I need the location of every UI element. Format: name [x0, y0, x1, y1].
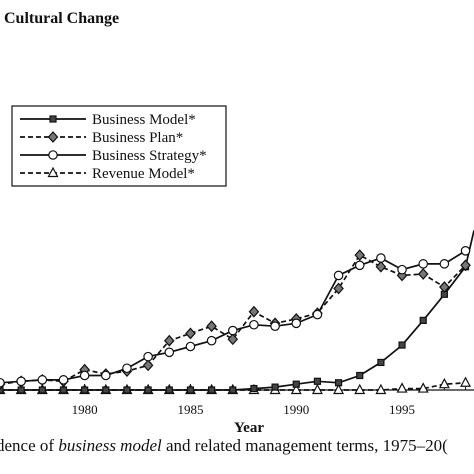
- legend-label: Business Strategy*: [92, 148, 207, 164]
- data-point-triangle: [290, 383, 302, 395]
- data-point-square: [17, 386, 25, 394]
- data-point-circle: [58, 375, 69, 385]
- data-point-circle: [143, 351, 153, 362]
- data-point-square: [81, 386, 89, 394]
- page-title: Cultural Change: [4, 10, 120, 27]
- data-point-square: [377, 358, 385, 367]
- data-point-circle: [227, 325, 238, 336]
- data-point-circle: [37, 375, 48, 385]
- data-point-triangle: [311, 383, 323, 395]
- data-point-square: [102, 386, 110, 394]
- data-point-diamond: [227, 333, 239, 346]
- data-point-diamond: [417, 268, 429, 280]
- data-point-diamond: [333, 282, 344, 295]
- data-point-square: [208, 386, 216, 394]
- series-business-strategy: [0, 246, 471, 388]
- figure-caption: dence of business model and related mana…: [0, 436, 448, 456]
- data-point-circle: [249, 319, 259, 330]
- legend-swatch-triangle: [47, 166, 59, 178]
- data-point-circle: [270, 321, 280, 331]
- series-line: [0, 250, 466, 384]
- data-point-diamond: [185, 327, 196, 340]
- caption-suffix: and related management terms, 1975–20(: [161, 436, 448, 455]
- data-point-triangle: [460, 376, 472, 387]
- x-tick-label: 1980: [72, 402, 98, 417]
- legend-label: Business Model*: [92, 112, 196, 128]
- legend-swatch-circle: [48, 150, 58, 160]
- data-point-diamond: [460, 259, 471, 272]
- legend-swatch-diamond: [47, 131, 59, 143]
- data-point-circle: [185, 341, 196, 352]
- data-point-diamond: [142, 359, 154, 372]
- data-point-circle: [418, 259, 429, 269]
- data-point-square: [229, 386, 237, 394]
- data-point-square: [334, 379, 343, 387]
- data-point-circle: [0, 377, 5, 388]
- series-business-model: [0, 230, 474, 394]
- legend-label: Business Plan*: [92, 130, 183, 146]
- data-point-circle: [101, 370, 111, 381]
- data-point-square: [186, 386, 195, 394]
- data-point-triangle: [438, 377, 450, 389]
- data-point-diamond: [439, 281, 450, 293]
- data-point-square: [356, 371, 364, 380]
- data-point-circle: [291, 318, 302, 329]
- data-point-circle: [312, 309, 323, 320]
- data-point-circle: [16, 376, 26, 387]
- data-point-circle: [122, 363, 132, 374]
- data-point-square: [419, 316, 427, 324]
- data-point-circle: [354, 260, 365, 271]
- data-point-square: [165, 386, 173, 394]
- data-point-diamond: [206, 320, 217, 333]
- data-point-triangle: [417, 382, 429, 393]
- data-point-square: [292, 380, 300, 388]
- data-point-diamond: [375, 260, 387, 273]
- data-point-circle: [333, 270, 344, 281]
- data-point-circle: [439, 259, 450, 269]
- data-point-circle: [79, 370, 90, 381]
- data-point-circle: [164, 347, 175, 358]
- data-point-square: [271, 383, 279, 391]
- data-point-square: [59, 386, 68, 394]
- data-point-square: [398, 341, 406, 349]
- data-point-circle: [397, 264, 407, 275]
- legend-label: Revenue Model*: [92, 166, 195, 182]
- x-tick-label: 1985: [177, 402, 203, 417]
- data-point-square: [0, 386, 4, 394]
- data-point-circle: [460, 246, 471, 256]
- x-axis-title: Year: [234, 420, 264, 436]
- series-line: [0, 253, 467, 386]
- series-layer: [0, 230, 474, 395]
- data-point-diamond: [163, 334, 175, 347]
- caption-emphasis: business model: [58, 436, 162, 455]
- x-tick-label: 1990: [283, 402, 309, 417]
- data-point-circle: [376, 253, 386, 263]
- data-point-square: [144, 386, 152, 394]
- data-point-square: [250, 384, 258, 393]
- data-point-square: [313, 377, 322, 385]
- data-point-triangle: [375, 383, 387, 395]
- data-point-circle: [206, 335, 217, 346]
- data-point-diamond: [248, 305, 260, 318]
- data-point-triangle: [396, 382, 408, 393]
- legend-swatch-square: [49, 115, 57, 123]
- chart-legend: Business Model* Business Plan* Business St…: [11, 105, 227, 187]
- data-point-square: [38, 386, 46, 394]
- x-tick-label: 1995: [389, 402, 415, 417]
- caption-prefix: dence of: [0, 436, 59, 455]
- data-point-triangle: [333, 383, 345, 395]
- series-line: [0, 230, 474, 391]
- data-point-diamond: [354, 249, 366, 262]
- data-point-triangle: [354, 383, 366, 395]
- data-point-square: [123, 386, 131, 394]
